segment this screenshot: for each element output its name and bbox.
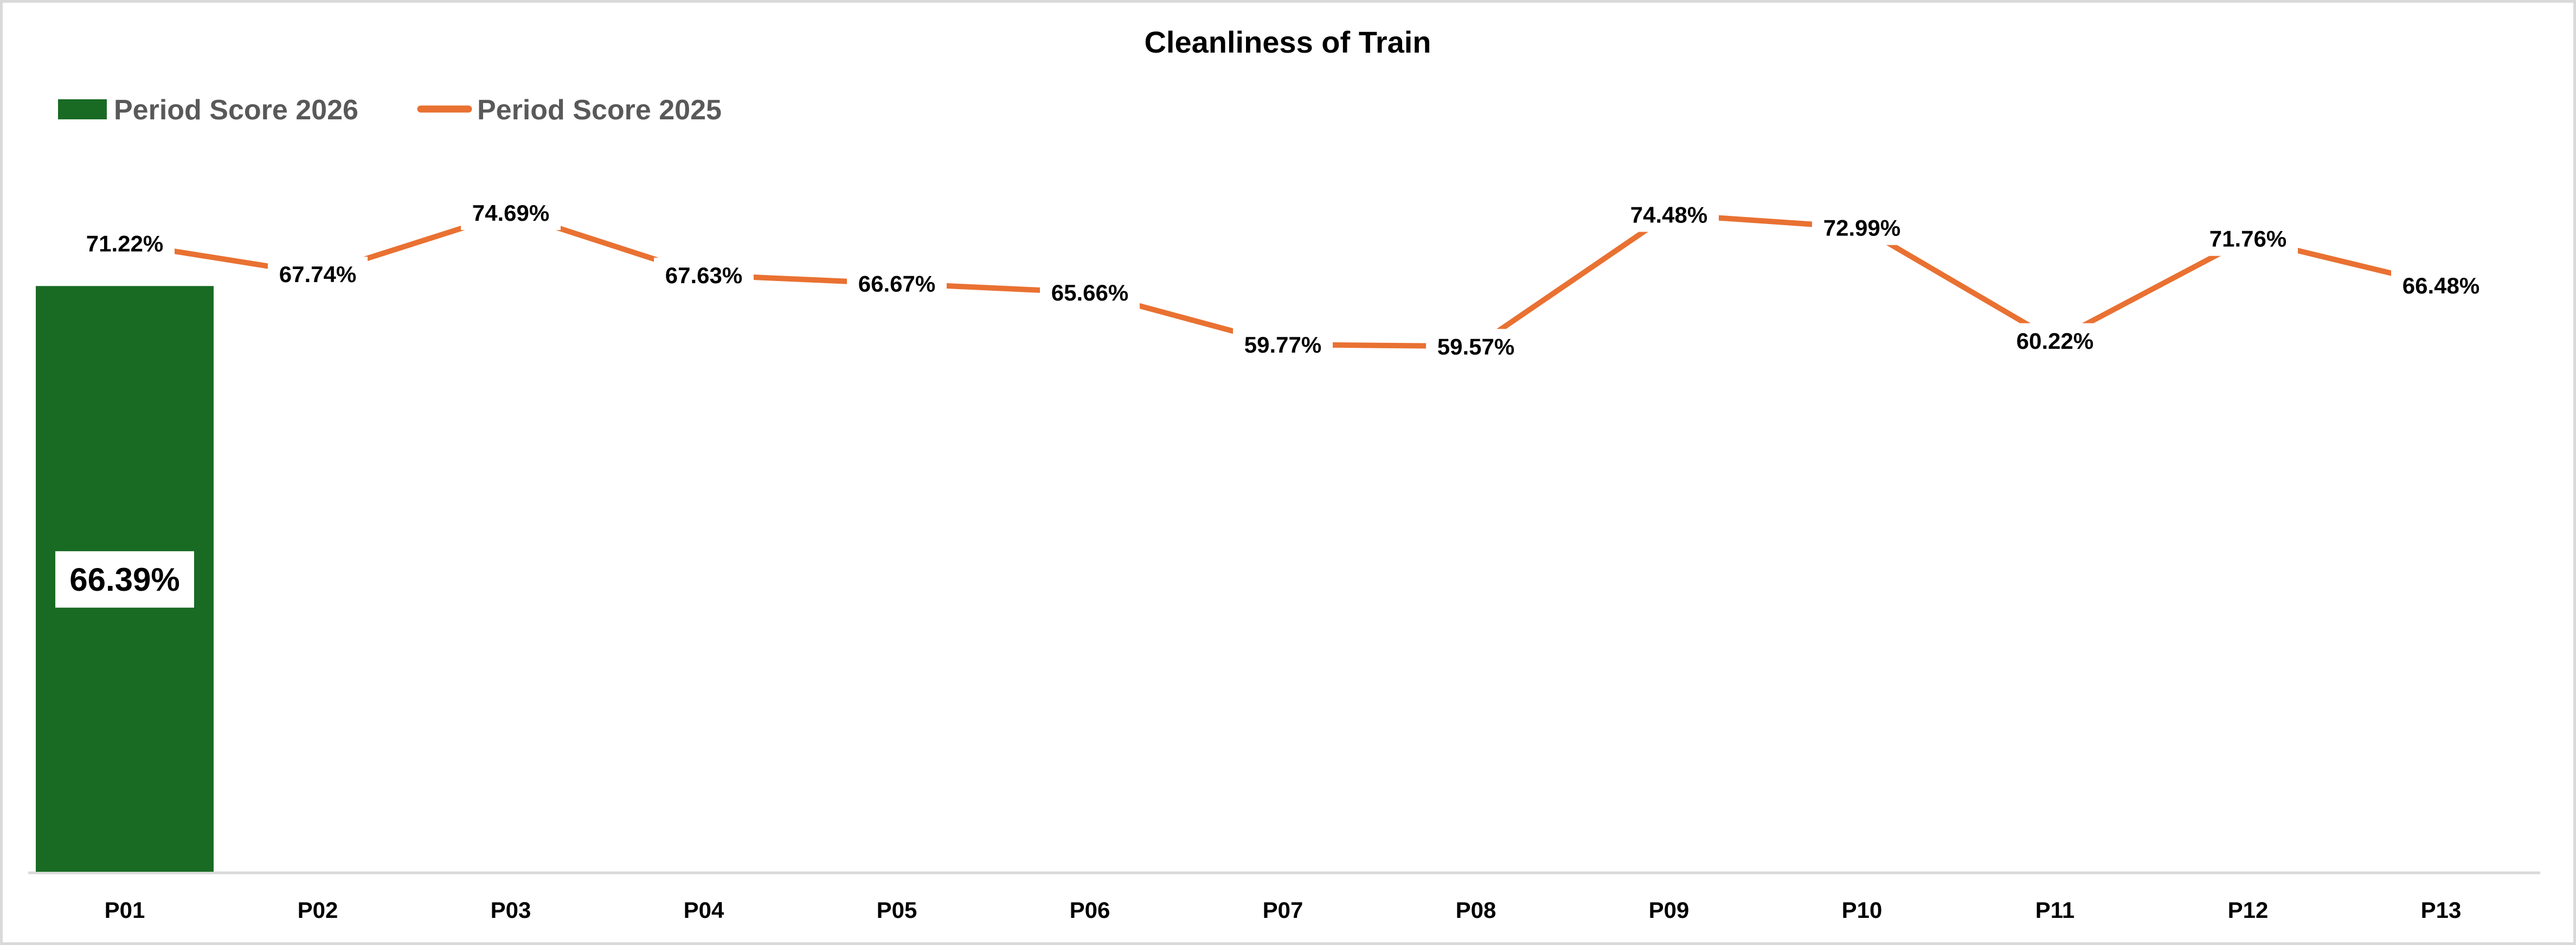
line-label-bg-P12 [2198, 221, 2298, 256]
line-label-P08: 59.57% [1437, 334, 1514, 359]
line-label-bg-P06 [1040, 275, 1140, 310]
line-label-bg-P11 [2005, 323, 2105, 358]
legend-label-period-score-2026: Period Score 2026 [114, 94, 358, 126]
x-axis-label-P12: P12 [2228, 897, 2269, 923]
x-axis-label-P07: P07 [1263, 897, 1303, 923]
x-axis-label-P01: P01 [105, 897, 145, 923]
line-label-bg-P05 [847, 266, 947, 301]
x-axis-label-P10: P10 [1842, 897, 1883, 923]
plot-area: 71.22% 67.74% 74.69% 67.63% 66.67% 65.66% 59.7… [36, 195, 2491, 923]
line-label-P09: 74.48% [1630, 202, 1707, 227]
line-label-bg-P01 [75, 226, 175, 261]
line-label-P07: 59.77% [1244, 332, 1321, 357]
x-axis-label-P13: P13 [2421, 897, 2462, 923]
line-label-P06: 65.66% [1051, 280, 1128, 305]
line-label-P04: 67.63% [665, 263, 742, 288]
x-axis-label-P11: P11 [2035, 897, 2074, 923]
legend: Period Score 2026 Period Score 2025 [58, 94, 722, 126]
line-label-bg-P13 [2391, 267, 2491, 303]
bar-label-bg-P01 [55, 551, 194, 608]
line-label-P13: 66.48% [2402, 273, 2479, 298]
line-label-P10: 72.99% [1823, 215, 1900, 241]
line-label-bg-P10 [1812, 210, 1912, 245]
x-axis-label-P05: P05 [877, 897, 917, 923]
x-axis-label-P08: P08 [1456, 897, 1496, 923]
line-label-bg-P07 [1233, 327, 1333, 362]
line-label-P01: 71.22% [86, 231, 163, 257]
x-axis-label-P06: P06 [1070, 897, 1110, 923]
x-axis-label-P03: P03 [491, 897, 531, 923]
chart-title: Cleanliness of Train [1144, 25, 1431, 59]
line-label-bg-P03 [461, 195, 561, 231]
line-label-bg-P02 [268, 257, 368, 292]
line-label-bg-P04 [654, 258, 754, 293]
line-label-P12: 71.76% [2209, 226, 2286, 252]
line-label-P02: 67.74% [279, 261, 356, 287]
line-label-P05: 66.67% [858, 271, 935, 297]
x-axis-label-P04: P04 [684, 897, 724, 923]
line-label-P03: 74.69% [472, 200, 549, 226]
bar-label-P01: 66.39% [69, 561, 180, 598]
x-axis-label-P02: P02 [298, 897, 338, 923]
legend-swatch-bar-2026 [58, 99, 107, 119]
line-label-bg-P08 [1426, 329, 1526, 364]
line-label-P11: 60.22% [2016, 328, 2093, 354]
legend-label-period-score-2025: Period Score 2025 [477, 94, 722, 126]
x-axis-label-P09: P09 [1649, 897, 1690, 923]
line-label-bg-P09 [1619, 197, 1719, 232]
